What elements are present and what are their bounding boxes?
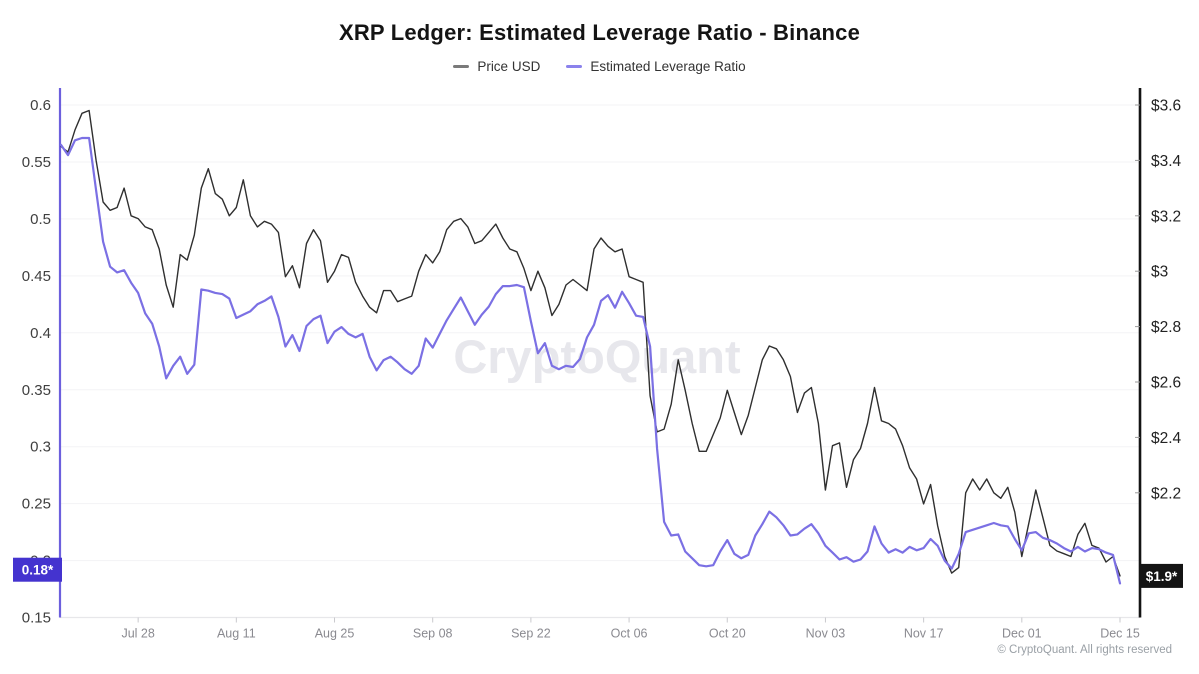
leverage-ratio-legend-swatch-icon	[566, 65, 583, 68]
price-usd-series-line	[60, 109, 1121, 577]
chart-title: XRP Ledger: Estimated Leverage Ratio - B…	[338, 20, 861, 45]
left-axis-tick-label: 0.45	[22, 268, 51, 285]
x-axis-label: Oct 06	[611, 627, 648, 641]
right-axis-tick-label: $2.6	[1151, 375, 1181, 392]
x-axis-label: Dec 15	[1100, 627, 1140, 641]
x-axis-label: Nov 03	[806, 627, 846, 641]
right-axis-value-badge-label: $1.9*	[1146, 569, 1178, 584]
x-axis-label: Sep 08	[413, 627, 453, 641]
legend-label: Price USD	[477, 59, 541, 74]
cryptoquant-watermark: CryptoQuant	[453, 330, 741, 383]
left-axis-tick-label: 0.4	[30, 325, 51, 342]
x-axis-label: Dec 01	[1002, 627, 1042, 641]
estimated-leverage-ratio-series-line	[59, 136, 1122, 585]
legend: Price USD Estimated Leverage Ratio	[0, 59, 1199, 74]
left-axis-tick-label: 0.6	[30, 97, 51, 114]
x-axis-label: Nov 17	[904, 627, 944, 641]
left-axis-value-badge-label: 0.18*	[22, 563, 54, 578]
left-axis-tick-label: 0.35	[22, 382, 51, 399]
legend-label: Estimated Leverage Ratio	[590, 59, 746, 74]
right-axis-tick-label: $3.2	[1151, 208, 1181, 225]
right-axis-tick-label: $2.4	[1151, 430, 1182, 447]
right-axis-tick-label: $2.2	[1151, 485, 1181, 502]
left-axis-tick-label: 0.15	[22, 610, 51, 627]
right-axis-tick-label: $2.8	[1151, 319, 1181, 336]
left-axis-tick-label: 0.55	[22, 154, 51, 171]
copyright-footer: © CryptoQuant. All rights reserved	[997, 644, 1172, 656]
right-axis-value-badge	[1140, 563, 1183, 588]
chart-plot-area[interactable]	[60, 88, 1140, 618]
x-axis-label: Aug 25	[315, 627, 355, 641]
legend-item-price-usd[interactable]: Price USD	[453, 59, 540, 74]
right-axis-tick-label: $3	[1151, 264, 1168, 281]
left-axis-tick-label: 0.3	[30, 439, 51, 456]
left-axis-tick-label: 0.5	[30, 211, 51, 228]
right-axis-tick-label: $3.6	[1151, 98, 1181, 115]
legend-item-estimated-leverage-ratio[interactable]: Estimated Leverage Ratio	[566, 59, 746, 74]
price-usd-legend-swatch-icon	[453, 65, 470, 68]
right-axis-tick-label: $3.4	[1151, 153, 1182, 170]
x-axis-label: Sep 22	[511, 627, 551, 641]
x-axis-label: Aug 11	[217, 627, 256, 641]
x-axis-label: Jul 28	[121, 627, 154, 641]
x-axis-label: Oct 20	[709, 627, 746, 641]
left-axis-value-badge	[13, 557, 62, 582]
left-axis-tick-label: 0.25	[22, 496, 51, 513]
